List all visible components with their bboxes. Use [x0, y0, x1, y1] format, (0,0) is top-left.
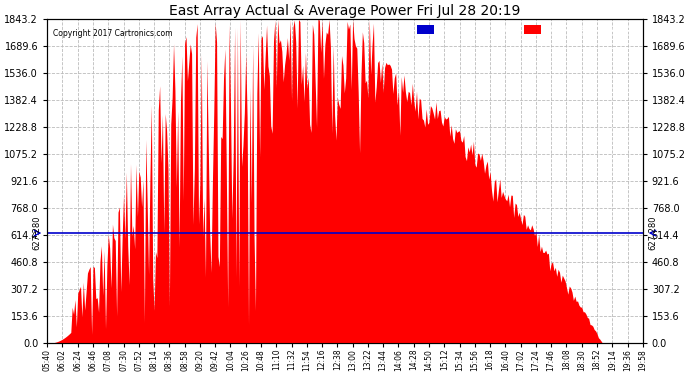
Legend: Average  (DC Watts), East Array  (DC Watts): Average (DC Watts), East Array (DC Watts… [415, 24, 639, 36]
Text: Copyright 2017 Cartronics.com: Copyright 2017 Cartronics.com [53, 29, 172, 38]
Text: 627.280: 627.280 [32, 216, 41, 250]
Text: 627.280: 627.280 [649, 216, 658, 250]
Title: East Array Actual & Average Power Fri Jul 28 20:19: East Array Actual & Average Power Fri Ju… [169, 4, 521, 18]
